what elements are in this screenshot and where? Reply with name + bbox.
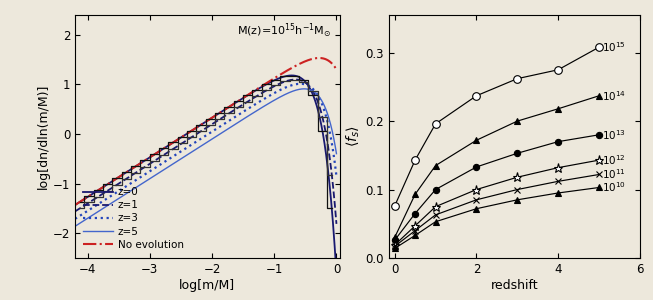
Text: 10$^{14}$: 10$^{14}$ [602, 89, 626, 103]
Legend: z=0, z=1, z=3, z=5, No evolution: z=0, z=1, z=3, z=5, No evolution [80, 184, 187, 253]
X-axis label: log[m/M]: log[m/M] [180, 279, 235, 292]
Y-axis label: log[dn/dln(m/M)]: log[dn/dln(m/M)] [37, 84, 50, 189]
Text: 10$^{12}$: 10$^{12}$ [602, 153, 626, 167]
Text: 10$^{10}$: 10$^{10}$ [602, 181, 626, 194]
Text: 10$^{13}$: 10$^{13}$ [602, 128, 626, 142]
X-axis label: redshift: redshift [490, 279, 538, 292]
Y-axis label: $\langle f_s \rangle$: $\langle f_s \rangle$ [345, 125, 362, 148]
Text: M(z)=10$^{15}$h$^{-1}$M$_{\odot}$: M(z)=10$^{15}$h$^{-1}$M$_{\odot}$ [237, 22, 332, 40]
Text: 10$^{15}$: 10$^{15}$ [602, 40, 626, 54]
Text: 10$^{11}$: 10$^{11}$ [602, 168, 626, 182]
